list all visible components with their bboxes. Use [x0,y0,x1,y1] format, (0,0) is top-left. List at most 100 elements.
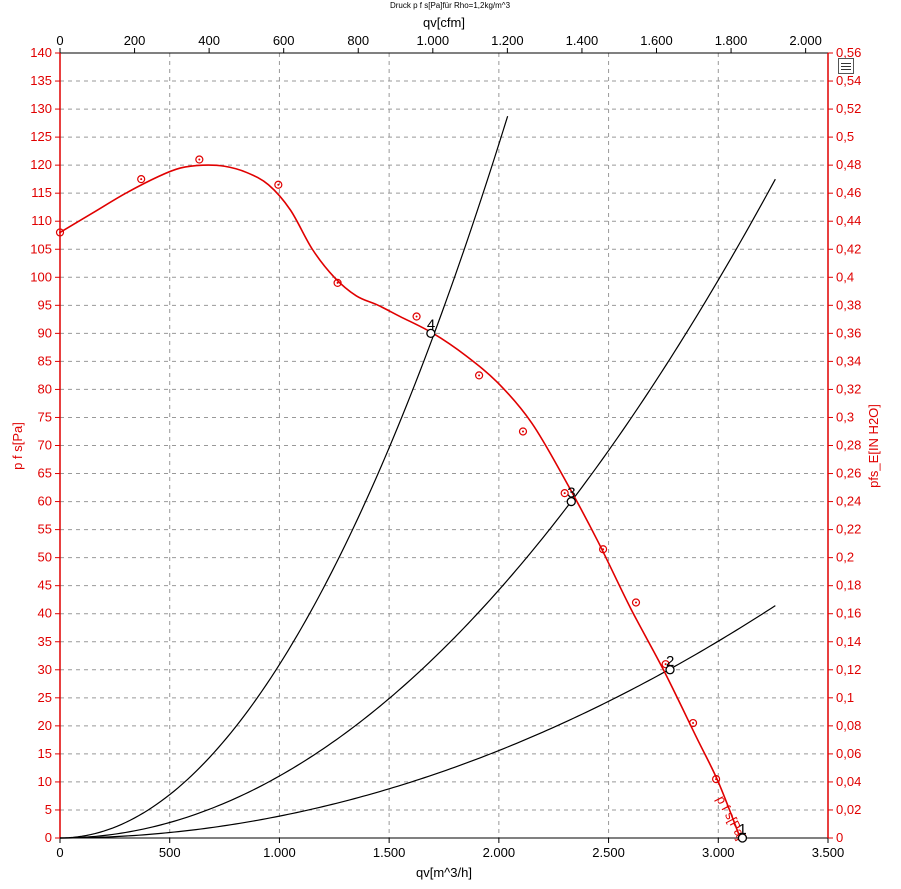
tick-label-left: 60 [38,494,52,509]
tick-label-top: 0 [56,33,63,48]
chart-menu-icon[interactable] [838,58,854,74]
measured-point [631,598,641,607]
tick-label-left: 20 [38,718,52,733]
tick-label-right: 0,16 [836,606,861,621]
left-axis-title: p f s[Pa] [10,422,25,470]
tick-label-right: 0,12 [836,662,861,677]
operating-point-2 [665,665,675,675]
system-curve-1 [59,115,509,839]
tick-label-bottom: 2.500 [592,845,625,860]
measured-point-center [715,778,718,781]
tick-label-top: 800 [347,33,369,48]
top-axis-title: qv[cfm] [423,15,465,30]
tick-label-right: 0,08 [836,718,861,733]
measured-point [195,155,204,164]
tick-label-right: 0,2 [836,550,854,565]
tick-label-left: 75 [38,409,52,424]
measured-point [55,228,65,237]
tick-label-left: 35 [38,634,52,649]
right-axis-title: pfs_E[IN H2O] [866,404,881,488]
tick-label-bottom: 3.500 [812,845,845,860]
tick-label-bottom: 0 [56,845,63,860]
tick-label-left: 65 [38,466,52,481]
tick-label-left: 25 [38,690,52,705]
tick-label-left: 85 [38,353,52,368]
tick-label-bottom: 2.000 [483,845,516,860]
tick-label-bottom: 3.000 [702,845,735,860]
tick-label-bottom: 500 [159,845,181,860]
tick-label-left: 55 [38,522,52,537]
operating-point-4 [426,328,436,339]
measured-point-center [635,601,637,604]
tick-label-right: 0 [836,830,843,845]
tick-label-right: 0,28 [836,438,861,453]
tick-label-left: 95 [38,297,52,312]
tick-label-top: 1.800 [715,33,748,48]
measured-point [274,180,283,189]
measured-point-center [664,663,667,666]
measured-point-center [692,722,695,725]
operating-point-3 [566,496,576,507]
system-curve-2 [59,178,776,839]
measured-point [475,371,484,380]
operating-point-label-3: 3 [567,485,575,502]
tick-label-right: 0,48 [836,157,861,172]
tick-label-right: 0,24 [836,494,861,509]
tick-label-left: 130 [30,101,52,116]
tick-label-left: 105 [30,241,52,256]
tick-label-left: 45 [38,578,52,593]
fan-curve [59,164,741,839]
operating-point-label-4: 4 [427,316,435,333]
tick-label-right: 0,54 [836,73,861,88]
tick-label-left: 100 [30,269,52,284]
tick-label-left: 5 [45,802,52,817]
tick-label-left: 70 [38,438,52,453]
tick-label-top: 400 [198,33,220,48]
tick-label-top: 1.000 [417,33,450,48]
tick-label-top: 2.000 [789,33,822,48]
chart-title: Druck p f s[Pa]für Rho=1,2kg/m^3 [390,1,511,10]
measured-point-center [602,548,605,551]
tick-label-right: 0,42 [836,241,861,256]
measured-point [412,312,421,321]
tick-label-top: 1.400 [566,33,599,48]
operating-point-1 [737,833,748,843]
measured-point-center [59,231,61,234]
tick-label-right: 0,36 [836,325,861,340]
measured-point-center [415,315,418,318]
tick-label-top: 1.600 [640,33,673,48]
tick-label-left: 110 [31,213,52,228]
tick-label-left: 15 [38,746,52,761]
tick-label-left: 30 [38,662,52,677]
measured-point [711,775,721,784]
tick-label-right: 0,14 [836,634,861,649]
tick-label-right: 0,38 [836,297,861,312]
tick-label-right: 0,02 [836,802,861,817]
grid [60,53,828,838]
tick-label-left: 135 [30,73,52,88]
tick-label-right: 0,26 [836,466,861,481]
measured-point [333,278,342,287]
measured-point [560,489,569,498]
tick-label-left: 40 [38,606,52,621]
tick-label-left: 120 [30,157,52,172]
tick-label-bottom: 1.500 [373,845,406,860]
tick-label-left: 10 [38,774,52,789]
tick-label-right: 0,04 [836,774,861,789]
measured-point-center [277,183,280,186]
tick-label-top: 1.200 [491,33,524,48]
tick-label-bottom: 1.000 [263,845,296,860]
measured-point-center [563,492,566,495]
measured-point [137,175,146,184]
tick-label-right: 0,32 [836,381,861,396]
operating-point-label-2: 2 [666,653,674,670]
tick-label-right: 0,44 [836,213,861,228]
measured-point [518,427,528,436]
tick-label-right: 0,52 [836,101,861,116]
measured-point-center [336,281,339,284]
tick-label-right: 0,1 [836,690,854,705]
tick-label-left: 140 [30,45,52,60]
tick-label-right: 0,18 [836,578,861,593]
